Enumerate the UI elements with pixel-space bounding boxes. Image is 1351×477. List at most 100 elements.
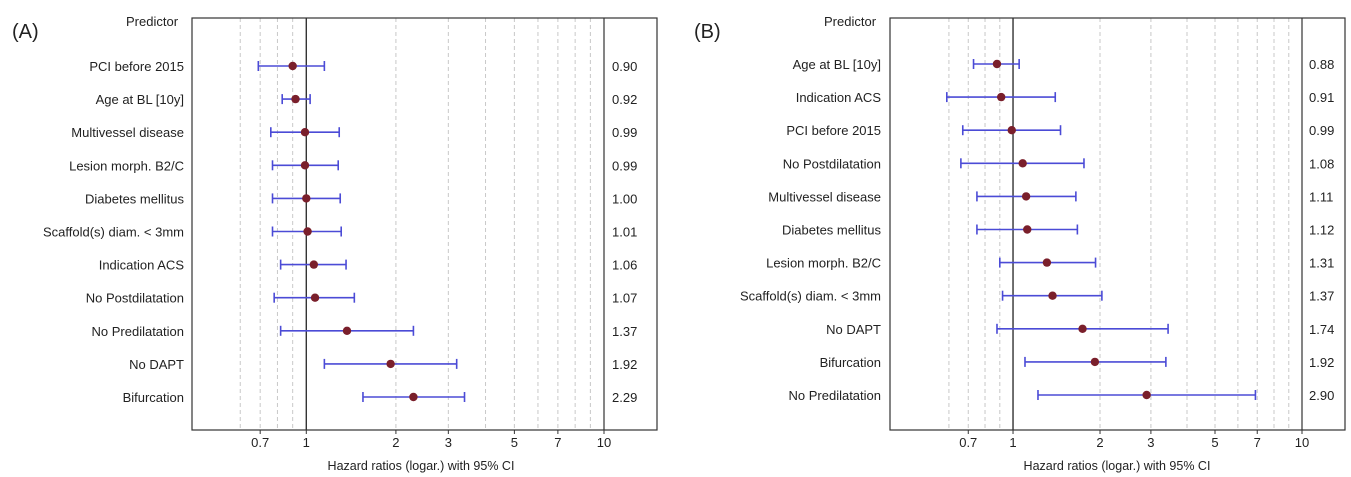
predictor-label: Age at BL [10y] [96,92,184,107]
forest-row: Bifurcation 1.92 [820,355,1335,370]
plot-frame [889,17,1346,431]
x-tick-label: 2 [392,435,399,450]
hazard-ratio-value: 0.99 [612,125,637,140]
hazard-ratio-point [288,61,297,71]
x-tick-label: 3 [1147,435,1154,450]
predictor-label: No Predilatation [789,388,882,403]
x-tick-label: 0.7 [251,435,269,450]
forest-row: Indication ACS 0.91 [796,90,1335,105]
hazard-ratio-value: 1.92 [612,357,637,372]
hazard-ratio-value: 0.90 [612,59,637,74]
panel-label: (B) [694,21,721,43]
predictor-label: No Predilatation [92,324,185,339]
predictor-label: Multivessel disease [768,189,881,204]
predictor-label: Lesion morph. B2/C [69,158,184,173]
hazard-ratio-value: 0.99 [1309,123,1334,138]
forest-row: No Postdilatation 1.07 [86,291,638,306]
x-tick-label: 7 [554,435,561,450]
hazard-ratio-point [1078,324,1087,333]
hazard-ratio-value: 1.08 [1309,156,1334,171]
predictor-label: Scaffold(s) diam. < 3mm [740,289,881,304]
x-tick-label: 0.7 [959,435,977,450]
forest-row: Indication ACS 1.06 [99,258,638,273]
forest-row: No Predilatation 1.37 [92,324,638,339]
forest-row: No Predilatation 2.90 [789,388,1335,403]
hazard-ratio-point [342,326,352,335]
hazard-ratio-value: 1.11 [1309,189,1333,204]
x-axis-label: Hazard ratios (logar.) with 95% CI [328,459,515,473]
predictor-header: Predictor [126,14,179,29]
predictor-label: PCI before 2015 [786,123,881,138]
predictor-label: No Postdilatation [783,156,881,171]
x-tick-label: 10 [1295,435,1309,450]
predictor-label: Bifurcation [820,355,881,370]
hazard-ratio-value: 1.92 [1309,355,1334,370]
predictor-label: Bifurcation [123,390,184,405]
hazard-ratio-value: 1.31 [1309,256,1334,271]
hazard-ratio-point [300,128,310,137]
forest-row: Lesion morph. B2/C 0.99 [69,158,637,173]
x-tick-label: 5 [1211,435,1218,450]
panel-label: (A) [12,21,39,43]
forest-row: Scaffold(s) diam. < 3mm 1.37 [740,289,1334,304]
hazard-ratio-value: 1.01 [612,225,637,240]
hazard-ratio-value: 0.99 [612,158,637,173]
forest-row: No Postdilatation 1.08 [783,156,1335,171]
hazard-ratio-point [1023,225,1032,234]
hazard-ratio-point [300,161,310,170]
hazard-ratio-point [291,94,300,104]
predictor-label: No Postdilatation [86,291,184,306]
forest-row: Diabetes mellitus 1.00 [85,191,637,206]
x-tick-label: 5 [511,435,518,450]
hazard-ratio-point [1007,126,1016,135]
hazard-ratio-value: 1.12 [1309,223,1334,238]
x-axis-label: Hazard ratios (logar.) with 95% CI [1024,459,1211,473]
hazard-ratio-value: 1.74 [1309,322,1334,337]
x-tick-label: 1 [303,435,310,450]
forest-row: Age at BL [10y] 0.88 [793,57,1335,72]
hazard-ratio-point [996,92,1006,102]
forest-row: Lesion morph. B2/C 1.31 [766,256,1334,271]
hazard-ratio-point [409,392,418,402]
hazard-ratio-point [1042,258,1052,267]
forest-row: PCI before 2015 0.99 [786,123,1334,138]
hazard-ratio-value: 0.92 [612,92,637,107]
hazard-ratio-value: 1.37 [1309,289,1334,304]
forest-row: Multivessel disease 0.99 [71,125,637,140]
predictor-label: Indication ACS [796,90,882,105]
x-tick-label: 10 [597,435,611,450]
hazard-ratio-value: 1.06 [612,258,637,273]
forest-row: No DAPT 1.74 [826,322,1334,337]
predictor-label: No DAPT [129,357,184,372]
hazard-ratio-value: 2.29 [612,390,637,405]
hazard-ratio-value: 1.07 [612,291,637,306]
predictor-label: Age at BL [10y] [793,57,881,72]
forest-row: Bifurcation 2.29 [123,390,638,405]
forest-row: No DAPT 1.92 [129,357,637,372]
predictor-label: Diabetes mellitus [782,223,881,238]
forest-row: Diabetes mellitus 1.12 [782,223,1334,238]
hazard-ratio-point [310,293,320,302]
predictor-label: Diabetes mellitus [85,191,184,206]
hazard-ratio-point [309,260,319,269]
predictor-label: No DAPT [826,322,881,337]
forest-row: PCI before 2015 0.90 [89,59,637,74]
predictor-label: Multivessel disease [71,125,184,140]
x-tick-label: 3 [445,435,452,450]
x-tick-label: 2 [1096,435,1103,450]
forest-row: Multivessel disease 1.11 [768,189,1333,204]
forest-panel-a: (A) Predictor PCI before 2015 0.90 Age at BL… [12,14,658,473]
hazard-ratio-point [1018,159,1027,168]
predictor-header: Predictor [824,14,877,29]
plot-frame [191,17,658,431]
hazard-ratio-point [992,59,1002,69]
hazard-ratio-value: 1.00 [612,191,637,206]
hazard-ratio-point [303,227,312,236]
hazard-ratio-point [1142,390,1151,400]
forest-row: Scaffold(s) diam. < 3mm 1.01 [43,225,637,240]
forest-panel-b: (B) Predictor Age at BL [10y] 0.88 Indicatio… [694,14,1346,473]
forest-row: Age at BL [10y] 0.92 [96,92,638,107]
x-tick-label: 7 [1254,435,1261,450]
predictor-label: PCI before 2015 [89,59,184,74]
